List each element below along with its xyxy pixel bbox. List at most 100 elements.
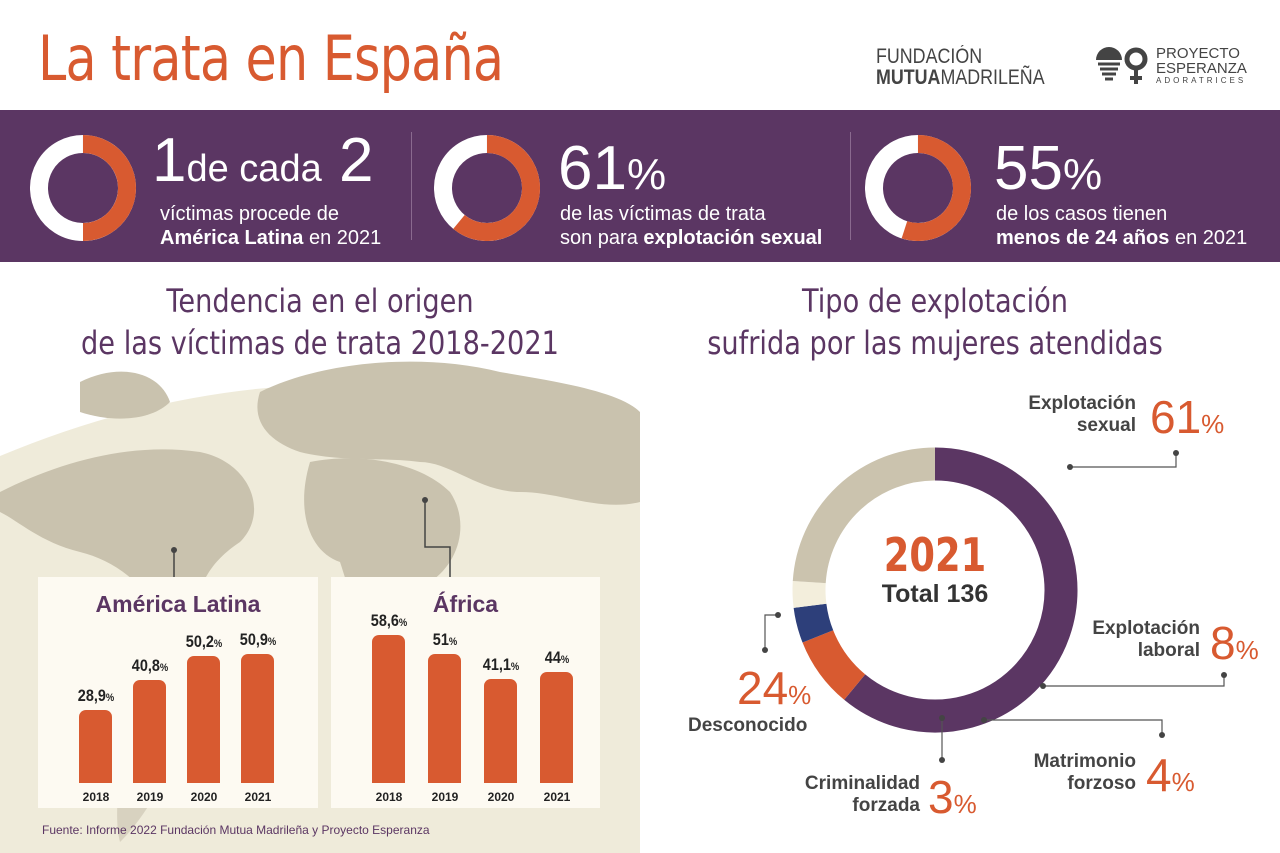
fundacion-mutua-logo: FUNDACIÓN MUTUAMADRILEÑA xyxy=(876,46,1045,88)
title-line: Tendencia en el origen xyxy=(166,282,474,320)
stats-band: 1de cada 2 víctimas procede de América La… xyxy=(0,110,1280,262)
bar-value-label: 28,9% xyxy=(77,685,115,705)
year-label: 2019 xyxy=(136,790,164,804)
slice-desconocido xyxy=(792,447,936,584)
bar-2018 xyxy=(79,709,112,783)
bar-2019 xyxy=(133,679,166,783)
bar-2021 xyxy=(540,671,573,783)
slice-criminalidad-forzada xyxy=(792,581,827,608)
donut-stat-2 xyxy=(434,135,540,241)
stat-unit: % xyxy=(1062,150,1103,199)
year-label: 2018 xyxy=(375,790,403,804)
page-title: La trata en España xyxy=(38,22,504,95)
stat-line: son para xyxy=(560,227,644,249)
donut-stat-3 xyxy=(865,135,971,241)
logo-text: MADRILEÑA xyxy=(940,66,1045,89)
source-note: Fuente: Informe 2022 Fundación Mutua Mad… xyxy=(42,823,430,837)
stat-2-text: de las víctimas de trata son para explota… xyxy=(560,202,822,250)
slice-explotación-laboral xyxy=(802,629,866,700)
logo-text: ESPERANZA xyxy=(1156,60,1247,77)
title-line: sufrida por las mujeres atendidas xyxy=(707,324,1163,362)
stat-3-text: de los casos tienen menos de 24 años en 2… xyxy=(996,202,1247,250)
stat-1-headline: 1de cada 2 xyxy=(152,130,373,192)
label-explotacion-laboral: Explotación laboral xyxy=(1070,618,1200,662)
pct-value: 3 xyxy=(928,771,954,823)
label-line: forzoso xyxy=(1067,773,1136,794)
africa-bar-chart: África 58,6% 2018 51% 2019 41,1% 2020 44% 2021 xyxy=(331,577,600,808)
pct-value: 61 xyxy=(1150,391,1202,443)
america-latina-bar-chart: América Latina 28,9% 2018 40,8% 2019 50,2% 202… xyxy=(38,577,318,808)
label-line: Explotación xyxy=(1092,618,1200,639)
title-line: Tipo de explotación xyxy=(801,282,1069,320)
label-line: Criminalidad xyxy=(804,773,920,794)
stat-unit: % xyxy=(626,150,667,199)
bar-value-label: 58,6% xyxy=(370,610,408,630)
ring-fill xyxy=(901,135,971,241)
stat-line: de los casos tienen xyxy=(996,203,1168,225)
pct-criminalidad-forzada: 3% xyxy=(928,771,977,823)
pct-value: 8 xyxy=(1210,617,1236,669)
stat-3-headline: 55% xyxy=(994,138,1102,200)
chart-title: África xyxy=(432,591,499,617)
bar-value-label: 50,9% xyxy=(239,630,277,650)
right-chart-title: Tipo de explotación sufrida por las mujer… xyxy=(680,280,1190,364)
year-label: 2019 xyxy=(431,790,459,804)
stat-line-bold: explotación sexual xyxy=(643,227,823,249)
stat-line-bold: América Latina xyxy=(160,227,304,249)
ring-fill xyxy=(82,135,136,241)
pct-matrimonio-forzoso: 4% xyxy=(1146,749,1195,801)
donut-center: 2021 Total 136 xyxy=(835,530,1035,609)
label-desconocido: Desconocido xyxy=(688,715,808,736)
year-label: 2020 xyxy=(487,790,515,804)
stat-text: de cada xyxy=(186,148,322,190)
slice-matrimonio-forzoso xyxy=(793,603,834,643)
label-criminalidad-forzada: Criminalidad forzada xyxy=(780,773,920,817)
chart-title: América Latina xyxy=(95,591,261,617)
stat-line: de las víctimas de trata xyxy=(560,203,766,225)
divider xyxy=(411,132,412,240)
year-label: 2021 xyxy=(244,790,272,804)
bar-2020 xyxy=(187,655,220,783)
left-chart-title: Tendencia en el origen de las víctimas de… xyxy=(65,280,575,364)
divider xyxy=(850,132,851,240)
bar-value-label: 50,2% xyxy=(185,631,223,651)
slice-explotación-sexual xyxy=(844,447,1078,733)
bar-value-label: 44% xyxy=(544,647,570,667)
year-label: 2020 xyxy=(190,790,218,804)
stat-number: 55 xyxy=(994,134,1063,203)
pct-explotacion-laboral: 8% xyxy=(1210,617,1259,669)
label-matrimonio-forzoso: Matrimonio forzoso xyxy=(1010,751,1136,795)
bar-2019 xyxy=(428,653,461,783)
stat-1-text: víctimas procede de América Latina en 202… xyxy=(160,202,381,250)
bar-value-label: 51% xyxy=(432,629,458,649)
donut-stat-1 xyxy=(30,135,136,241)
bar-2021 xyxy=(241,654,274,783)
year-label: 2021 xyxy=(543,790,571,804)
stat-number: 1 xyxy=(152,126,187,195)
pct-value: 4 xyxy=(1146,749,1172,801)
center-total: Total 136 xyxy=(881,580,989,608)
pct-desconocido: 24% xyxy=(737,662,812,714)
exploitation-donut-chart xyxy=(792,447,1078,733)
label-line: Explotación xyxy=(1028,393,1136,414)
bar-2020 xyxy=(484,679,517,783)
logo-text: FUNDACIÓN xyxy=(876,45,983,68)
label-line: forzada xyxy=(852,795,920,816)
stat-line: víctimas procede de xyxy=(160,203,339,225)
pct-value: 24 xyxy=(737,662,789,714)
stat-line-bold: menos de 24 años xyxy=(996,227,1170,249)
ring-fill xyxy=(453,135,540,241)
stat-2-headline: 61% xyxy=(558,138,666,200)
label-line: laboral xyxy=(1137,640,1200,661)
logo-text: ADORATRICES xyxy=(1156,76,1247,85)
venus-logo-icon xyxy=(1096,47,1148,84)
title-line: de las víctimas de trata 2018-2021 xyxy=(81,324,559,362)
label-explotacion-sexual: Explotación sexual xyxy=(1010,393,1136,437)
bar-value-label: 41,1% xyxy=(482,655,520,675)
proyecto-esperanza-logo: PROYECTO ESPERANZA ADORATRICES xyxy=(1094,46,1247,90)
stat-line: en 2021 xyxy=(1169,227,1248,249)
year-label: 2018 xyxy=(82,790,110,804)
pct-explotacion-sexual: 61% xyxy=(1150,391,1225,443)
bar-2018 xyxy=(372,634,405,783)
